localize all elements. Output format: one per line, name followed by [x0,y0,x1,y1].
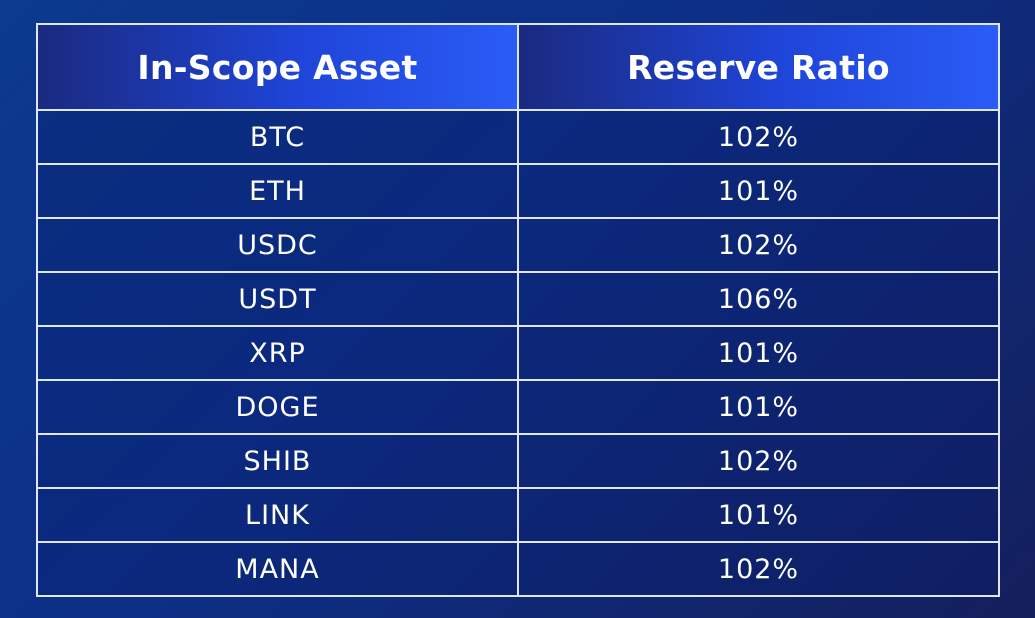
header-row: In-Scope Asset Reserve Ratio [36,23,1000,111]
reserve-ratio-cell: 101% [517,379,1000,435]
table-row: USDT 106% [36,271,1000,327]
reserve-ratio-cell: 102% [517,217,1000,273]
column-header-reserve-ratio: Reserve Ratio [517,23,1000,111]
asset-cell: LINK [36,487,519,543]
asset-cell: ETH [36,163,519,219]
table-header: In-Scope Asset Reserve Ratio [36,23,1000,111]
table-row: ETH 101% [36,163,1000,219]
reserve-ratio-cell: 102% [517,109,1000,165]
asset-cell: DOGE [36,379,519,435]
table-row: USDC 102% [36,217,1000,273]
asset-cell: MANA [36,541,519,597]
column-header-asset: In-Scope Asset [36,23,519,111]
reserve-ratio-cell: 101% [517,487,1000,543]
asset-cell: USDC [36,217,519,273]
reserve-ratio-cell: 102% [517,433,1000,489]
asset-cell: XRP [36,325,519,381]
reserve-ratio-table-container: In-Scope Asset Reserve Ratio BTC 102% ET… [36,23,1000,597]
table-row: LINK 101% [36,487,1000,543]
table-row: DOGE 101% [36,379,1000,435]
table-row: SHIB 102% [36,433,1000,489]
reserve-ratio-table: In-Scope Asset Reserve Ratio BTC 102% ET… [36,23,1000,597]
reserve-ratio-cell: 102% [517,541,1000,597]
reserve-ratio-cell: 101% [517,163,1000,219]
table-body: BTC 102% ETH 101% USDC 102% USDT 106% XR… [36,109,1000,597]
table-row: XRP 101% [36,325,1000,381]
table-row: BTC 102% [36,109,1000,165]
reserve-ratio-cell: 101% [517,325,1000,381]
asset-cell: SHIB [36,433,519,489]
asset-cell: BTC [36,109,519,165]
reserve-ratio-cell: 106% [517,271,1000,327]
asset-cell: USDT [36,271,519,327]
table-row: MANA 102% [36,541,1000,597]
